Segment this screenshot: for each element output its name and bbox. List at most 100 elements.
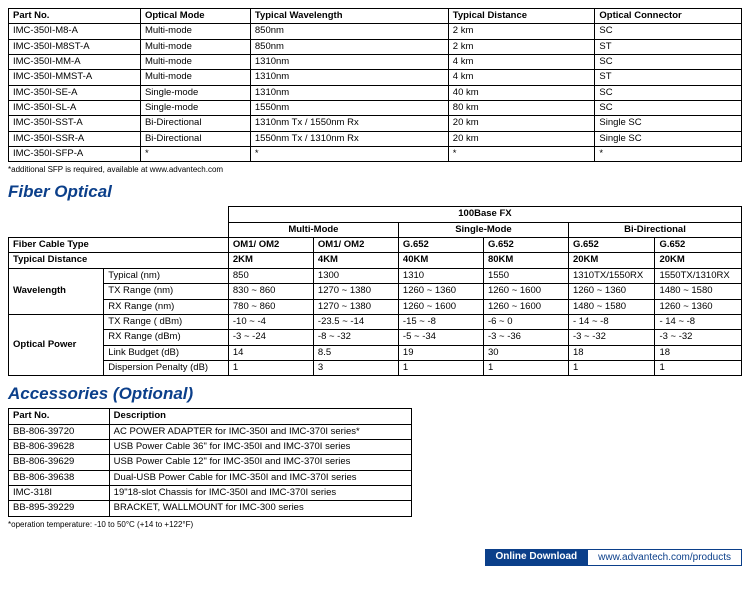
table-row: RX Range (dBm)-3 ~ -24-8 ~ -32-5 ~ -34-3… bbox=[9, 330, 742, 345]
table-cell: -6 ~ 0 bbox=[483, 314, 568, 329]
table-cell: BB-806-39720 bbox=[9, 424, 110, 439]
table-cell: 1310TX/1550RX bbox=[568, 268, 654, 283]
table1-footnote: *additional SFP is required, available a… bbox=[8, 165, 742, 174]
table1-header: Typical Distance bbox=[448, 9, 595, 24]
table-cell: USB Power Cable 36" for IMC-350I and IMC… bbox=[109, 439, 411, 454]
table-cell: IMC-350I-M8ST-A bbox=[9, 39, 141, 54]
table-cell: 80KM bbox=[483, 253, 568, 268]
table3-footnote: *operation temperature: -10 to 50°C (+14… bbox=[8, 520, 742, 529]
table-cell: 1480 ~ 1580 bbox=[655, 284, 742, 299]
table-cell: 20KM bbox=[655, 253, 742, 268]
table-cell: 830 ~ 860 bbox=[228, 284, 313, 299]
table-row: IMC-350I-SE-ASingle-mode1310nm40 kmSC bbox=[9, 85, 742, 100]
table-row: RX Range (nm)780 ~ 8601270 ~ 13801260 ~ … bbox=[9, 299, 742, 314]
table-cell: 2 km bbox=[448, 39, 595, 54]
table-cell: 30 bbox=[483, 345, 568, 360]
table-cell: G.652 bbox=[568, 238, 654, 253]
table-row: IMC-350I-SL-ASingle-mode1550nm80 kmSC bbox=[9, 101, 742, 116]
table-cell: 2 km bbox=[448, 24, 595, 39]
table-cell: IMC-350I-SE-A bbox=[9, 85, 141, 100]
table-cell: * bbox=[140, 147, 250, 162]
table-row: Link Budget (dB)148.519301818 bbox=[9, 345, 742, 360]
table-cell: 40 km bbox=[448, 85, 595, 100]
table-row: IMC-350I-MMST-AMulti-mode1310nm4 kmST bbox=[9, 70, 742, 85]
table-cell: - 14 ~ -8 bbox=[568, 314, 654, 329]
mode-header: Single-Mode bbox=[398, 222, 568, 237]
table1-header: Typical Wavelength bbox=[250, 9, 448, 24]
table-cell: IMC-350I-SL-A bbox=[9, 101, 141, 116]
table1-header: Optical Connector bbox=[595, 9, 742, 24]
table-cell: Multi-mode bbox=[140, 24, 250, 39]
table-cell: 4 km bbox=[448, 70, 595, 85]
mode-header: Bi-Directional bbox=[568, 222, 741, 237]
table-cell: SC bbox=[595, 55, 742, 70]
table-cell: USB Power Cable 12" for IMC-350I and IMC… bbox=[109, 455, 411, 470]
table-row: Optical PowerTX Range ( dBm)-10 ~ -4-23.… bbox=[9, 314, 742, 329]
table-cell: 1 bbox=[483, 360, 568, 375]
table-cell: 850nm bbox=[250, 39, 448, 54]
table-cell: BRACKET, WALLMOUNT for IMC-300 series bbox=[109, 501, 411, 516]
table-cell: 1310nm bbox=[250, 55, 448, 70]
table-cell: 1 bbox=[655, 360, 742, 375]
table-cell: AC POWER ADAPTER for IMC-350I and IMC-37… bbox=[109, 424, 411, 439]
table-cell: TX Range ( dBm) bbox=[104, 314, 229, 329]
table1-header: Part No. bbox=[9, 9, 141, 24]
table-cell: Multi-mode bbox=[140, 39, 250, 54]
table-cell: 4KM bbox=[313, 253, 398, 268]
table-cell: 850nm bbox=[250, 24, 448, 39]
table-cell: 1 bbox=[398, 360, 483, 375]
header-100basefx: 100Base FX bbox=[228, 207, 741, 222]
table-cell: 1310nm bbox=[250, 85, 448, 100]
table-cell: 18 bbox=[568, 345, 654, 360]
table-row: IMC-350I-SFP-A**** bbox=[9, 147, 742, 162]
table-cell: IMC-350I-SFP-A bbox=[9, 147, 141, 162]
table-cell: Bi-Directional bbox=[140, 131, 250, 146]
optical-spec-table: Part No.Optical ModeTypical WavelengthTy… bbox=[8, 8, 742, 162]
table-cell: 1310 bbox=[398, 268, 483, 283]
table-cell: 850 bbox=[228, 268, 313, 283]
row-label: Fiber Cable Type bbox=[9, 238, 229, 253]
table-cell: 14 bbox=[228, 345, 313, 360]
optical-power-label: Optical Power bbox=[9, 314, 104, 375]
table-cell: 80 km bbox=[448, 101, 595, 116]
table-row: IMC-350I-M8ST-AMulti-mode850nm2 kmST bbox=[9, 39, 742, 54]
table-cell: 8.5 bbox=[313, 345, 398, 360]
page-footer: Online Download www.advantech.com/produc… bbox=[8, 549, 742, 566]
table-cell: 20 km bbox=[448, 131, 595, 146]
table-cell: OM1/ OM2 bbox=[313, 238, 398, 253]
table-cell: SC bbox=[595, 85, 742, 100]
accessories-heading: Accessories (Optional) bbox=[8, 384, 742, 404]
table-cell: 1550nm bbox=[250, 101, 448, 116]
table-row: Dispersion Penalty (dB)131111 bbox=[9, 360, 742, 375]
table-cell: RX Range (nm) bbox=[104, 299, 229, 314]
table-row: BB-895-39229BRACKET, WALLMOUNT for IMC-3… bbox=[9, 501, 412, 516]
table-row: IMC-350I-M8-AMulti-mode850nm2 kmSC bbox=[9, 24, 742, 39]
wavelength-label: Wavelength bbox=[9, 268, 104, 314]
table-cell: TX Range (nm) bbox=[104, 284, 229, 299]
table-cell: 1550TX/1310RX bbox=[655, 268, 742, 283]
table-cell: -5 ~ -34 bbox=[398, 330, 483, 345]
table-cell: -3 ~ -32 bbox=[568, 330, 654, 345]
table-cell: Single SC bbox=[595, 116, 742, 131]
table-cell: -15 ~ -8 bbox=[398, 314, 483, 329]
table-cell: IMC-350I-SSR-A bbox=[9, 131, 141, 146]
table-cell: OM1/ OM2 bbox=[228, 238, 313, 253]
table-cell: Single-mode bbox=[140, 101, 250, 116]
accessories-table: Part No.Description BB-806-39720AC POWER… bbox=[8, 408, 412, 516]
row-label: Typical Distance bbox=[9, 253, 229, 268]
table-cell: 1 bbox=[228, 360, 313, 375]
table-cell: 20KM bbox=[568, 253, 654, 268]
table-row: BB-806-39720AC POWER ADAPTER for IMC-350… bbox=[9, 424, 412, 439]
table-row: BB-806-39629USB Power Cable 12" for IMC-… bbox=[9, 455, 412, 470]
table-cell: 18 bbox=[655, 345, 742, 360]
table-cell: Multi-mode bbox=[140, 55, 250, 70]
table-cell: SC bbox=[595, 101, 742, 116]
table-cell: BB-806-39638 bbox=[9, 470, 110, 485]
footer-download-url[interactable]: www.advantech.com/products bbox=[587, 549, 742, 566]
table-row: WavelengthTypical (nm)850130013101550131… bbox=[9, 268, 742, 283]
table-cell: 2KM bbox=[228, 253, 313, 268]
table-row: TX Range (nm)830 ~ 8601270 ~ 13801260 ~ … bbox=[9, 284, 742, 299]
table-cell: 780 ~ 860 bbox=[228, 299, 313, 314]
table-cell: 1550 bbox=[483, 268, 568, 283]
table3-header: Description bbox=[109, 409, 411, 424]
